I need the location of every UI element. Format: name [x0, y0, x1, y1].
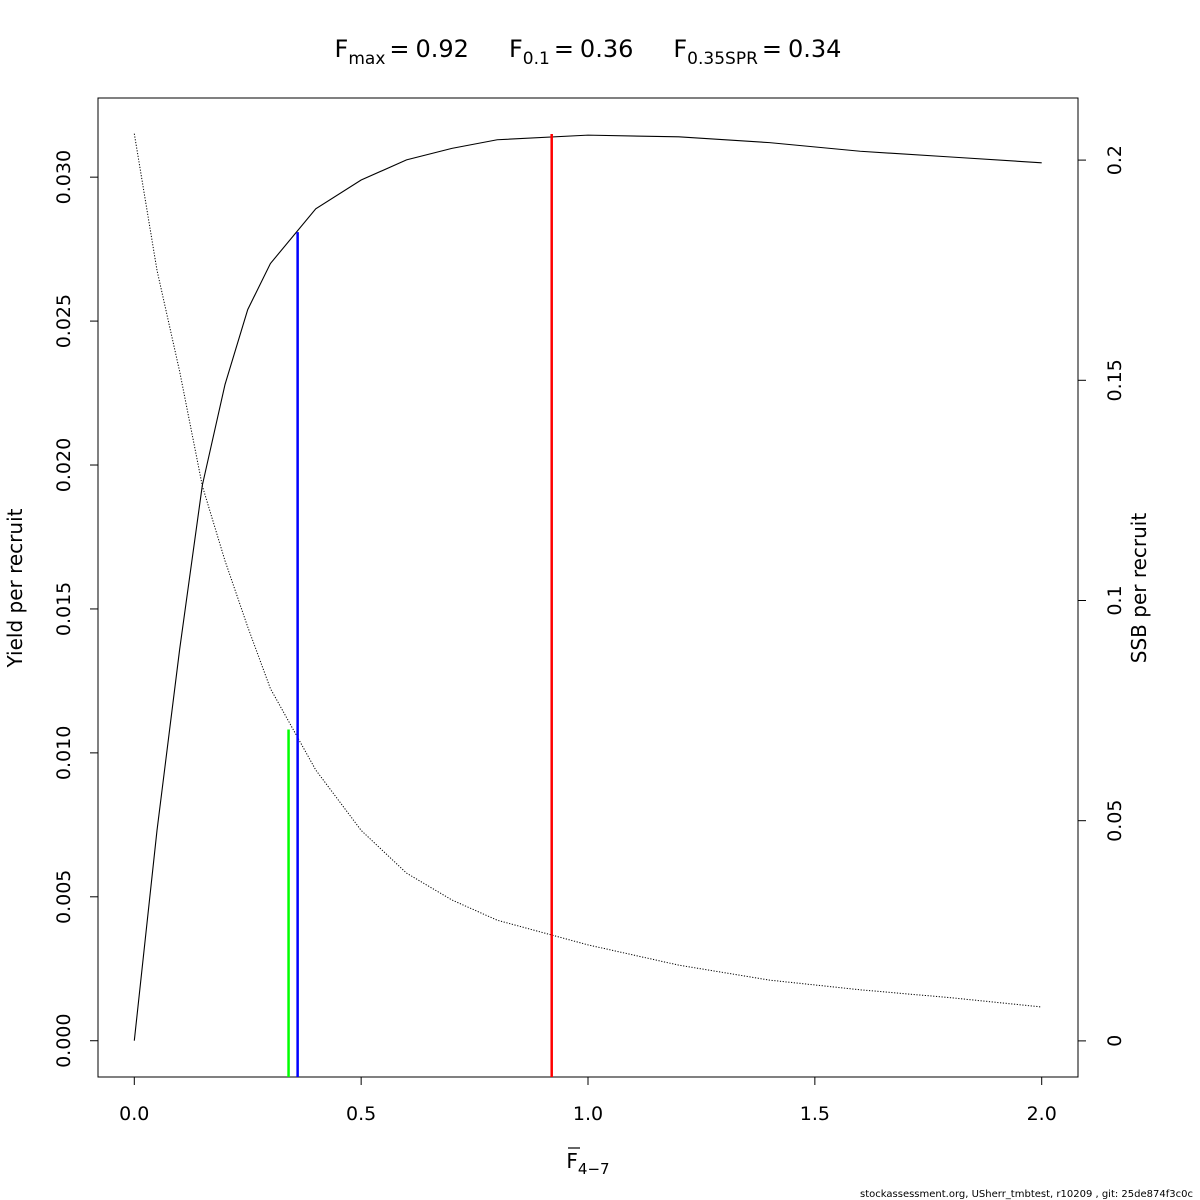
- title-equals: =: [554, 35, 574, 63]
- title-subscript: 0.35SPR: [687, 49, 758, 69]
- y-tick-label: 0.000: [53, 1014, 75, 1068]
- x-label-symbol: F: [566, 1149, 578, 1173]
- x-tick-label: 0.0: [119, 1103, 149, 1125]
- y-tick-label: 0.015: [53, 582, 75, 636]
- y2-axis-label: SSB per recruit: [1127, 513, 1151, 664]
- title-value: 0.36: [580, 35, 633, 63]
- y2-tick-label: 0.15: [1104, 359, 1126, 401]
- title-value: 0.92: [416, 35, 469, 63]
- title-subscript: max: [348, 49, 385, 69]
- title-subscript: 0.1: [523, 49, 550, 69]
- x-axis-label: F4−7: [566, 1149, 609, 1178]
- y-tick-label: 0.025: [53, 294, 75, 348]
- plot-frame: [97, 97, 1079, 1078]
- series-line: [133, 134, 1042, 1041]
- y2-tick-label: 0.1: [1104, 585, 1126, 615]
- y-tick-label: 0.020: [53, 438, 75, 492]
- x-label-subscript: 4−7: [578, 1160, 610, 1178]
- x-tick-label: 2.0: [1027, 1103, 1057, 1125]
- y-tick-label: 0.010: [53, 726, 75, 780]
- title-value: 0.34: [788, 35, 841, 63]
- y-tick-label: 0.005: [53, 870, 75, 924]
- x-tick-label: 1.5: [800, 1103, 830, 1125]
- title-equals: =: [389, 35, 409, 63]
- chart-title: Fmax = 0.92 F0.1 = 0.36 F0.35SPR = 0.34: [335, 35, 842, 69]
- series-line: [133, 133, 1042, 1008]
- y-tick-label: 0.030: [53, 150, 75, 204]
- y-axis-label: Yield per recruit: [3, 508, 27, 668]
- y2-tick-label: 0.05: [1104, 800, 1126, 842]
- x-tick-label: 1.0: [573, 1103, 603, 1125]
- y2-tick-label: 0.2: [1104, 145, 1126, 175]
- title-symbol: F: [673, 35, 687, 63]
- title-symbol: F: [335, 35, 349, 63]
- y2-tick-label: 0: [1104, 1035, 1126, 1047]
- footer: stockassessment.org, USherr_tmbtest, r10…: [860, 1189, 1193, 1200]
- x-tick-label: 0.5: [346, 1103, 376, 1125]
- title-symbol: F: [509, 35, 523, 63]
- title-equals: =: [762, 35, 782, 63]
